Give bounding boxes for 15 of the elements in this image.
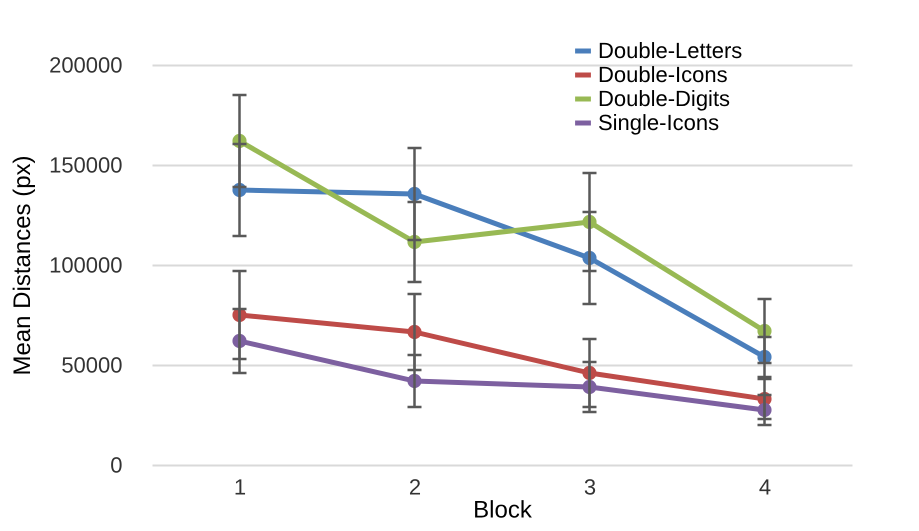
y-axis-title: Mean Distances (px) [9,155,36,376]
legend-label: Single-Icons [598,110,720,135]
y-tick-label: 100000 [49,252,122,278]
legend-label: Double-Digits [598,86,730,111]
x-axis-title: Block [473,496,533,524]
y-tick-label: 150000 [49,152,122,178]
x-tick-label: 2 [408,474,422,500]
y-tick-label: 50000 [61,352,122,378]
x-tick-label: 4 [758,474,772,500]
legend-label: Double-Letters [598,38,742,63]
y-tick-label: 200000 [49,52,122,78]
y-tick-label: 0 [110,452,122,478]
legend-label: Double-Icons [598,62,728,87]
x-tick-label: 1 [234,474,246,500]
x-tick-label: 3 [584,474,596,500]
